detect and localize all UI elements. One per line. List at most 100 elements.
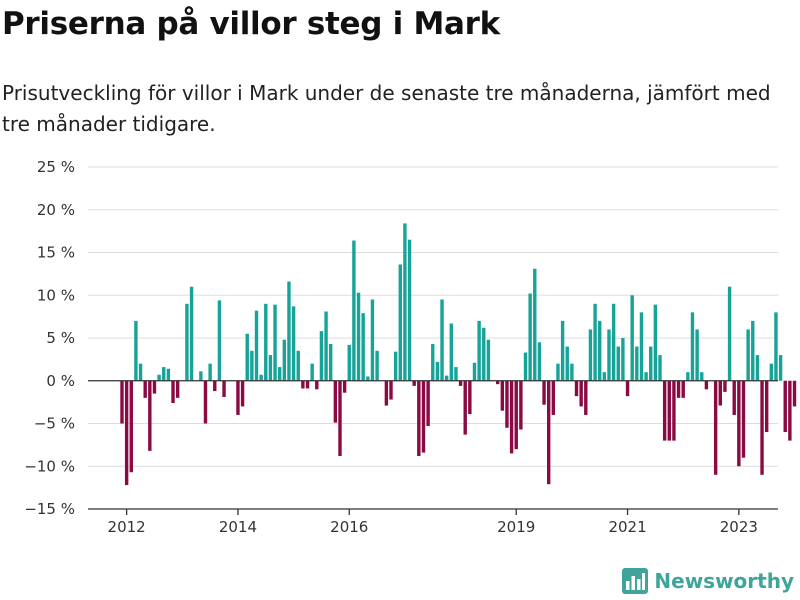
bar [268, 355, 273, 381]
bar [185, 303, 189, 381]
bar [598, 320, 602, 381]
bar [718, 380, 722, 406]
bar [166, 368, 171, 381]
bar [463, 380, 467, 435]
bar [713, 380, 718, 475]
bar [213, 380, 217, 392]
bar [426, 380, 430, 427]
bar [444, 375, 449, 381]
x-tick-label: 2014 [219, 518, 257, 536]
bar [774, 312, 778, 381]
bar [792, 380, 797, 407]
bar [319, 331, 324, 381]
newsworthy-logo[interactable]: Newsworthy [622, 568, 794, 594]
bar [630, 295, 634, 381]
bar [723, 380, 727, 392]
bar [662, 380, 667, 441]
bar [143, 380, 147, 398]
bar [579, 380, 583, 407]
bar [287, 281, 291, 381]
y-tick-label: 20 % [37, 201, 75, 219]
bar [495, 380, 500, 385]
bar [551, 380, 556, 415]
bar [240, 380, 245, 407]
bar [732, 380, 736, 415]
bar [407, 239, 412, 381]
bar [301, 380, 305, 389]
bar [523, 352, 528, 381]
bar [454, 367, 458, 381]
bar [208, 363, 212, 381]
bar [342, 380, 347, 393]
bar [157, 374, 161, 381]
y-tick-label: 0 % [46, 372, 75, 390]
y-tick-label: 5 % [46, 329, 75, 347]
bar [737, 380, 741, 467]
bar [690, 312, 695, 381]
bar [273, 304, 277, 381]
bar [658, 355, 662, 381]
bar [277, 367, 282, 381]
bar [505, 380, 509, 428]
bar [783, 380, 787, 433]
bar [486, 339, 491, 381]
bar [440, 299, 444, 381]
bar [175, 380, 180, 398]
bar [625, 380, 630, 397]
bar [189, 286, 194, 381]
bar [607, 329, 611, 381]
bar [727, 286, 732, 381]
bar [203, 380, 208, 424]
bar [482, 327, 486, 381]
bar [384, 380, 389, 406]
bar [315, 380, 319, 390]
x-tick-label: 2021 [608, 518, 646, 536]
bar [584, 380, 588, 415]
bar [347, 344, 351, 381]
bar [254, 310, 259, 381]
bar [356, 292, 361, 381]
bar [259, 374, 263, 381]
bar [528, 293, 532, 381]
y-tick-label: −10 % [24, 457, 75, 475]
axes: −15 % −10 % −5 % 0 % 5 % 10 % 15 % 20 % 25 % 2012… [24, 158, 778, 536]
bar [129, 380, 133, 473]
bar [291, 306, 296, 381]
bar [519, 380, 523, 430]
bar [602, 372, 607, 381]
bar [509, 380, 514, 454]
y-tick-label: 25 % [37, 158, 75, 176]
bar [556, 363, 560, 381]
bar [611, 303, 616, 381]
bar [695, 329, 699, 381]
x-tick-label: 2019 [497, 518, 535, 536]
bar [653, 304, 658, 381]
bar [403, 223, 407, 381]
bar [741, 380, 746, 458]
bar [672, 380, 676, 441]
bar-chart-logo-icon [622, 568, 649, 594]
bar [644, 372, 648, 381]
bar [389, 380, 393, 400]
bar [124, 380, 129, 486]
bar [500, 380, 505, 411]
bar [621, 338, 625, 381]
bar [435, 361, 440, 381]
bar [375, 350, 379, 381]
bar [162, 367, 166, 381]
bar [152, 380, 157, 394]
bar [324, 311, 328, 381]
x-tick-label: 2016 [330, 518, 368, 536]
bar [329, 343, 333, 381]
bar [468, 380, 472, 415]
bar [148, 380, 152, 451]
bar [393, 351, 398, 381]
bar [542, 380, 546, 405]
bar [593, 303, 597, 381]
bar [120, 380, 124, 424]
bar [361, 313, 365, 381]
bar [138, 363, 143, 381]
bar [788, 380, 792, 441]
bar [477, 320, 481, 381]
